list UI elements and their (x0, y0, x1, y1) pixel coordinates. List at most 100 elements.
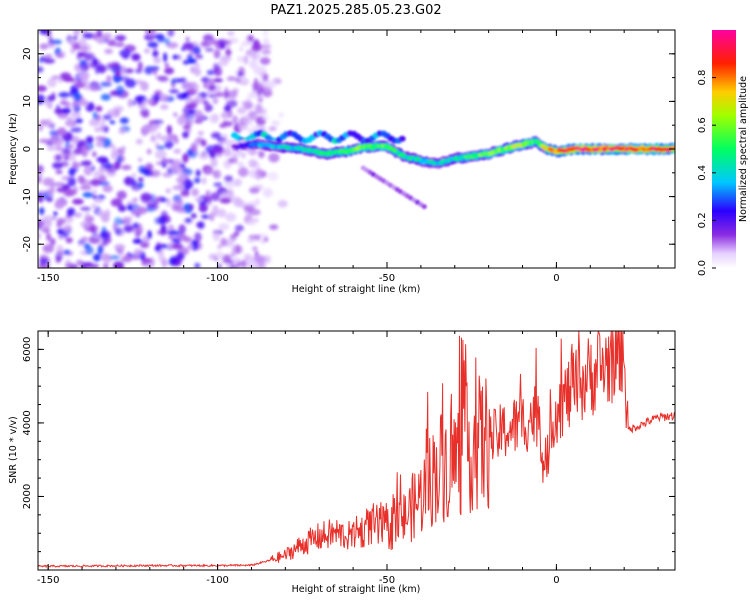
spectrogram-cell (248, 129, 254, 135)
spectrogram-cell (164, 38, 171, 46)
spectrogram-cell (73, 30, 81, 37)
spectrogram-cell (92, 189, 97, 196)
spectrogram-cell (182, 131, 189, 139)
spectrogram-cell (63, 77, 75, 82)
spectrogram-cell (92, 195, 98, 200)
spectrogram-cell (421, 204, 427, 210)
spectrogram-cell (132, 197, 138, 202)
snr-series-line (38, 331, 675, 569)
spectrogram-cell (56, 155, 61, 161)
spectrogram-cell (223, 147, 231, 157)
spectrogram-cell (220, 55, 232, 62)
spectrogram-cell (62, 224, 73, 233)
spectrogram-cell (38, 196, 44, 203)
spectrogram-cell (240, 71, 246, 78)
spectrogram-cell (202, 34, 214, 42)
spectrogram-cell (80, 146, 90, 157)
spectrogram-cell (188, 203, 194, 211)
spectrogram-cell (90, 203, 98, 209)
spectrogram-cell (70, 126, 82, 133)
spectrogram-cell (164, 67, 175, 75)
spectrogram-cell (55, 53, 64, 58)
spectrogram-cell (183, 236, 193, 243)
spectrogram-cell (196, 222, 203, 227)
spectrogram-cell (262, 108, 267, 116)
snr-frame (37, 330, 676, 571)
spectrogram-cell (182, 42, 194, 51)
spectrogram-cell (58, 91, 70, 98)
spectrogram-cell (208, 78, 215, 85)
spectrogram-cell (95, 136, 107, 141)
spectrogram-cell (133, 248, 143, 257)
spectrogram-cell (80, 206, 92, 211)
spectrogram-cell (164, 140, 174, 149)
spectrogram-cell (250, 90, 258, 98)
spectrogram-cell (147, 41, 159, 48)
spectrogram-cell (79, 59, 87, 66)
spectrogram-cell (131, 172, 137, 178)
spectrogram-cell (143, 124, 151, 134)
spectrogram-cell (144, 30, 157, 36)
spectrogram-heatmap (38, 30, 675, 268)
spectrogram-cell (60, 219, 66, 224)
spectrogram-cell (131, 53, 141, 61)
spectrogram-cell (43, 58, 56, 64)
spectrogram-cell (151, 94, 161, 102)
spectrogram-cell (277, 200, 288, 208)
spectrogram-cell (230, 237, 236, 246)
spectrogram-cell (224, 175, 234, 182)
spectrogram-cell (252, 262, 260, 268)
x-tick-label: -100 (206, 273, 229, 284)
spectrogram-cell (264, 190, 272, 196)
spectrogram-cell (235, 77, 241, 84)
spectrogram-cell (92, 151, 97, 158)
spectrogram-cell (122, 53, 130, 60)
spectrogram-cell (156, 145, 166, 150)
spectrogram-cell (103, 126, 109, 133)
spectrogram-cell (217, 244, 222, 250)
spectrogram-cell (154, 149, 167, 160)
x-tick-label: -50 (379, 575, 395, 586)
spectrogram-cell (212, 78, 223, 83)
spectrogram-cell (266, 80, 277, 89)
spectrogram-cell (102, 263, 109, 268)
spectrogram-cell (38, 138, 51, 143)
spectrogram-cell (67, 144, 75, 149)
spectrogram-cell (65, 259, 72, 266)
spectrogram-cell (95, 105, 103, 112)
spectrogram-cell (219, 42, 226, 50)
spectrogram-cell (132, 222, 139, 229)
spectrogram-cell (258, 150, 265, 159)
spectrogram-cell (120, 67, 126, 76)
spectrogram-cell (218, 223, 230, 231)
spectrogram-cell (217, 262, 222, 268)
spectrogram-cell (245, 205, 256, 212)
spectrogram-cell (38, 208, 45, 214)
spectrogram-cell (152, 49, 159, 58)
spectrogram-cell (231, 156, 238, 164)
spectrogram-cell (215, 251, 224, 260)
spectrogram-cell (73, 186, 78, 195)
spectrogram-cell (176, 93, 189, 100)
spectrogram-cell (241, 259, 246, 268)
spectrogram-cell (188, 118, 194, 126)
spectrogram-cell (156, 229, 169, 235)
spectrogram-cell (101, 254, 113, 264)
spectrogram-cell (247, 34, 254, 42)
spectrogram-cell (153, 56, 162, 64)
y-tick-label: -10 (22, 188, 33, 204)
snr-ticks: -150 -100 -50 0 2000 4000 6000 (22, 330, 675, 586)
spectrogram-cell (213, 182, 223, 188)
colorbar-ticks: 0.0 0.2 0.4 0.6 0.8 (697, 70, 716, 276)
spectrogram-cell (234, 179, 242, 187)
spectrogram-cell (45, 189, 56, 194)
spectrogram-cell (57, 127, 67, 137)
snr-y-label: SNR (10 * v/v) (8, 416, 19, 484)
spectrogram-cell (102, 114, 112, 121)
spectrogram-cell (148, 126, 157, 133)
spectrogram-cell (48, 36, 53, 45)
spectrogram-cell (208, 114, 220, 124)
spectrogram-cell (153, 200, 159, 211)
spectrogram-cell (212, 231, 221, 242)
